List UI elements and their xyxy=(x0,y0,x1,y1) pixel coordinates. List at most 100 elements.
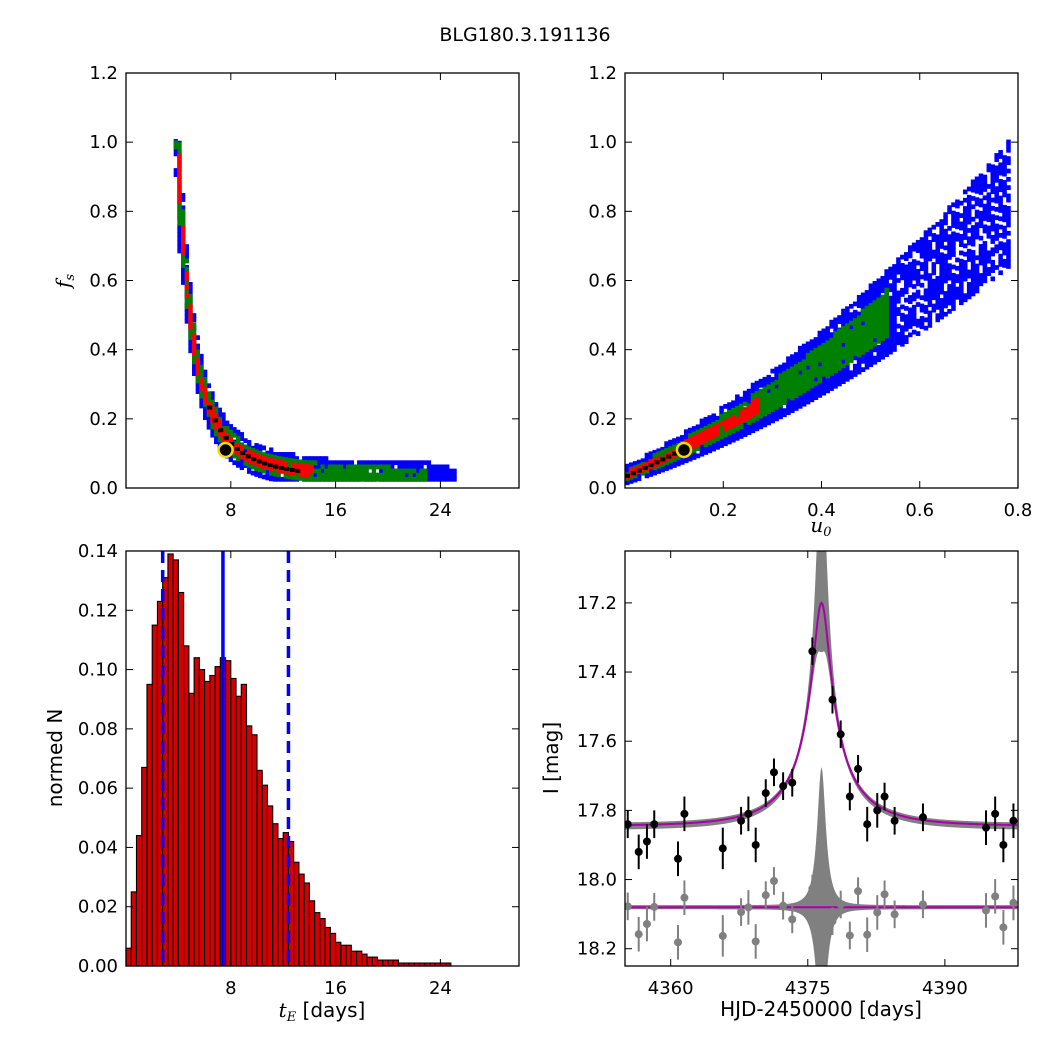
tr-density-cell xyxy=(947,205,952,210)
tr-density-cell xyxy=(1006,139,1011,145)
tr-density-cell xyxy=(782,379,787,385)
tl-density-cell xyxy=(173,172,178,178)
tr-density-cell xyxy=(1006,251,1011,257)
tr-density-cell xyxy=(935,259,940,265)
tr-density-cell xyxy=(915,322,921,328)
residual-point xyxy=(991,892,1000,901)
tr-density-cell xyxy=(955,220,960,225)
tr-density-cell xyxy=(793,393,799,398)
tl-density-cell xyxy=(401,468,406,474)
tr-density-cell xyxy=(856,352,862,358)
tr-density-cell xyxy=(1002,167,1007,173)
tr-best-cell xyxy=(636,468,642,473)
tr-density-cell xyxy=(900,292,905,297)
tr-density-cell xyxy=(1002,258,1007,264)
tl-density-cell xyxy=(302,476,307,482)
tr-density-cell xyxy=(762,411,768,417)
tr-density-cell xyxy=(966,236,972,242)
tr-density-cell xyxy=(939,281,944,287)
br-plot-area xyxy=(625,551,1018,966)
tr-density-cell xyxy=(919,266,925,271)
tr-density-cell xyxy=(876,282,882,288)
tr-density-cell xyxy=(813,352,819,357)
tr-density-cell xyxy=(970,229,976,235)
tr-density-cell xyxy=(994,169,999,175)
tl-density-cell xyxy=(184,292,189,298)
tr-density-cell xyxy=(801,359,807,365)
tr-density-cell xyxy=(943,253,948,259)
tr-density-cell xyxy=(998,224,1003,230)
tr-density-cell xyxy=(707,427,713,433)
tr-density-cell xyxy=(868,307,874,312)
tl-density-cell xyxy=(287,476,292,482)
tr-density-cell xyxy=(884,312,889,318)
data-point xyxy=(718,844,727,853)
tr-density-cell xyxy=(707,444,713,449)
tl-density-cell xyxy=(415,460,421,466)
tr-density-cell xyxy=(959,233,964,239)
tr-density-cell xyxy=(939,260,944,266)
tl-density-cell xyxy=(188,331,193,337)
tr-density-cell xyxy=(864,330,870,336)
tr-density-cell xyxy=(978,256,984,262)
tr-density-cell xyxy=(644,473,650,479)
tr-density-cell xyxy=(845,310,850,316)
tr-density-cell xyxy=(1002,217,1007,223)
tl-density-cell xyxy=(210,428,215,434)
tr-density-cell xyxy=(998,199,1003,205)
tr-density-cell xyxy=(884,325,889,330)
tl-density-cell xyxy=(232,448,237,454)
tr-density-cell xyxy=(672,449,677,454)
tr-density-cell xyxy=(852,342,858,348)
data-point xyxy=(751,840,760,849)
tr-density-cell xyxy=(770,418,775,424)
tl-density-cell xyxy=(302,468,307,473)
tl-density-cell xyxy=(302,459,307,465)
tr-density-cell xyxy=(923,325,929,331)
tr-density-cell xyxy=(860,341,866,347)
tr-density-cell xyxy=(884,269,889,274)
tl-density-cell xyxy=(232,444,237,450)
tr-density-cell xyxy=(750,403,756,409)
tr-density-cell xyxy=(664,457,669,462)
tr-density-cell xyxy=(845,318,850,324)
tr-density-cell xyxy=(628,474,634,480)
tr-density-cell xyxy=(703,442,709,448)
tl-density-cell xyxy=(437,464,443,470)
tr-density-cell xyxy=(825,361,830,366)
tl-density-cell xyxy=(184,276,189,281)
tr-density-cell xyxy=(841,363,846,369)
tl-density-cell xyxy=(192,337,197,343)
tl-density-cell xyxy=(302,463,307,469)
tr-density-cell xyxy=(998,232,1003,238)
tr-density-cell xyxy=(801,371,807,377)
tl-density-cell xyxy=(206,383,211,389)
tr-density-cell xyxy=(825,357,830,362)
tr-density-cell xyxy=(809,367,815,372)
tl-density-cell xyxy=(426,476,432,482)
tr-density-cell xyxy=(738,418,744,424)
tr-xlabel: u0 xyxy=(810,513,831,540)
tr-density-cell xyxy=(876,295,882,300)
tl-density-cell xyxy=(390,464,395,470)
tl-density-cell xyxy=(408,464,413,470)
tl-density-cell xyxy=(346,476,351,482)
tl-density-cell xyxy=(214,425,219,431)
tr-density-cell xyxy=(758,420,764,426)
tr-best-cell xyxy=(660,457,666,462)
tl-density-cell xyxy=(316,464,322,470)
histogram-bar xyxy=(125,947,132,967)
tr-density-cell xyxy=(919,295,925,301)
tl-density-cell xyxy=(342,468,347,474)
tr-density-cell xyxy=(833,379,838,385)
data-point xyxy=(674,854,683,863)
tl-density-cell xyxy=(254,453,259,458)
tr-density-cell xyxy=(947,255,952,260)
tr-density-cell xyxy=(904,281,909,286)
tl-density-cell xyxy=(184,300,189,305)
tl-density-cell xyxy=(423,472,428,478)
tl-density-cell xyxy=(261,464,266,469)
tr-density-cell xyxy=(990,181,996,186)
tr-density-cell xyxy=(927,310,933,316)
tr-density-cell xyxy=(664,466,669,471)
